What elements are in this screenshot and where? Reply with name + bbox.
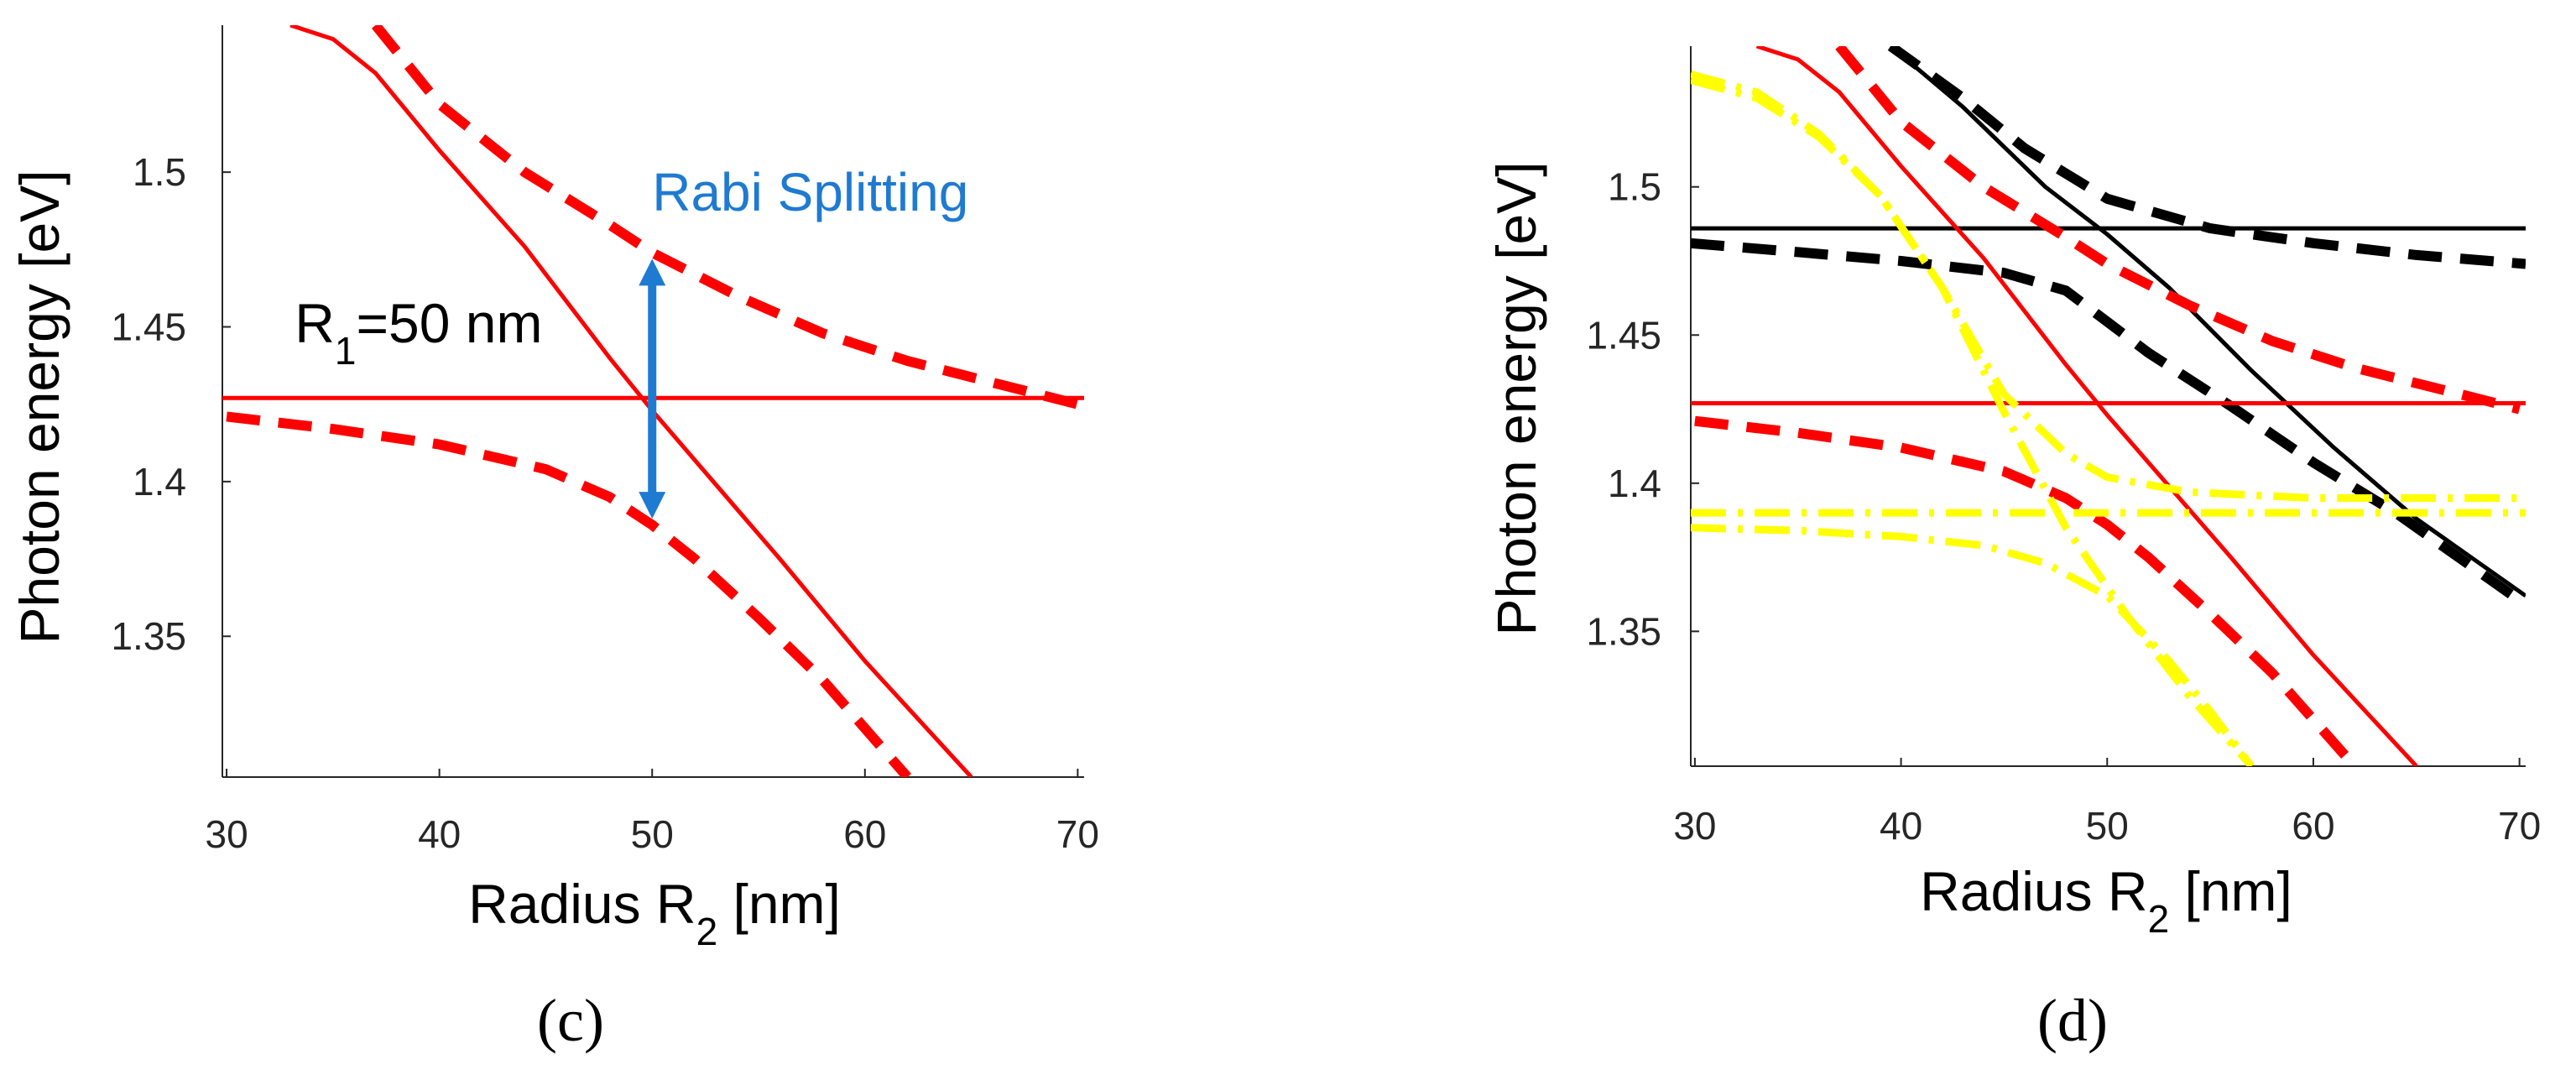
- rabi-arrow-head-up: [639, 258, 666, 286]
- y-tick-label: 1.35: [1586, 609, 1661, 653]
- x-axis-label: Radius R2 [nm]: [468, 873, 841, 953]
- y-axis-label: Photon energy [eV]: [8, 170, 70, 644]
- x-tick-label: 50: [2086, 804, 2129, 848]
- x-tick-label: 70: [1056, 812, 1099, 856]
- x-axis-label: Radius R2 [nm]: [1920, 860, 2292, 941]
- r1-annotation: R1=50 nm: [295, 292, 542, 373]
- x-tick-label: 30: [1673, 804, 1716, 848]
- x-tick-label: 60: [2292, 804, 2334, 848]
- y-tick-label: 1.45: [1586, 313, 1661, 357]
- y-tick-label: 1.45: [111, 305, 186, 349]
- rabi-splitting-label: Rabi Splitting: [652, 162, 968, 222]
- panel-label: (d): [2037, 987, 2108, 1054]
- panel-d-chart: 30 40 50 60 70 1.35 1.4 1.45 1.5 Radius R2 [nm] Ph…: [1485, 46, 2541, 1054]
- x-tick-label: 50: [631, 812, 674, 856]
- y-tick-label: 1.4: [133, 460, 186, 504]
- series-line-red-upper-coupled: [1835, 46, 2521, 415]
- y-tick-label: 1.35: [111, 614, 186, 658]
- series-line-yellow-upper-coupled: [1691, 70, 2526, 502]
- y-tick-label: 1.5: [1608, 165, 1661, 209]
- x-tick-label: 60: [843, 812, 886, 856]
- series-group: [222, 25, 1084, 777]
- series-line-upper-coupled: [371, 25, 1079, 410]
- series-line-black-lower-coupled: [1691, 237, 2526, 609]
- rabi-arrow-head-down: [639, 492, 666, 519]
- panel-label: (c): [537, 987, 604, 1054]
- series-line-dot-r2-uncoupled-: [289, 25, 973, 777]
- series-line-black-upper-coupled: [1887, 46, 2526, 269]
- series-line-red-lower-coupled: [1694, 415, 2359, 766]
- x-tick-label: 70: [2498, 804, 2541, 848]
- series-group: [1691, 46, 2526, 766]
- x-tick-label: 40: [418, 812, 461, 856]
- y-tick-label: 1.4: [1608, 462, 1661, 505]
- x-tick-label: 30: [205, 812, 248, 856]
- y-tick-label: 1.5: [133, 150, 186, 194]
- y-axis-label: Photon energy [eV]: [1485, 161, 1547, 635]
- series-line-red-uncoupled: [1755, 46, 2418, 766]
- series-line-lower-coupled: [226, 411, 912, 777]
- panel-c-chart: 30 40 50 60 70 1.35 1.4 1.45 1.5 Radius R2 [nm] Ph…: [8, 25, 1099, 1054]
- x-tick-label: 40: [1880, 804, 1922, 848]
- series-line-yellow-uncoupled: [1691, 76, 2255, 766]
- series-line-yellow-lower-coupled: [1691, 524, 2255, 766]
